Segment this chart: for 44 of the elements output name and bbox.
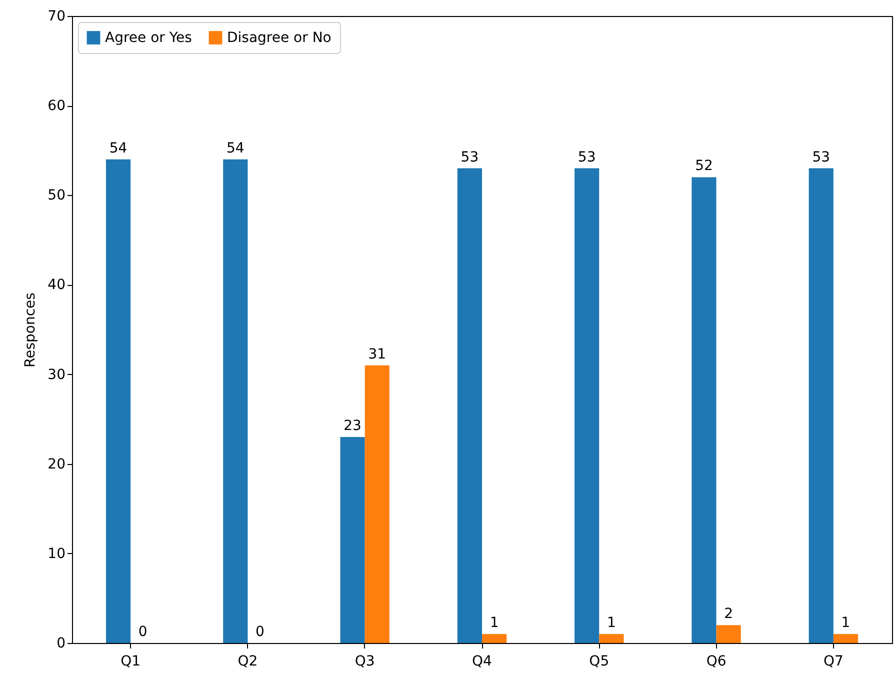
data-label: 1 xyxy=(490,615,499,632)
x-tick-label: Q3 xyxy=(354,654,375,670)
bar xyxy=(692,177,716,643)
legend-label: Disagree or No xyxy=(227,30,332,46)
x-tick-label: Q7 xyxy=(823,654,844,670)
y-tick-label: 10 xyxy=(48,546,66,562)
legend-label: Agree or Yes xyxy=(105,30,192,46)
data-label: 2 xyxy=(724,606,734,622)
bar xyxy=(223,159,248,643)
data-label: 31 xyxy=(368,346,386,362)
y-tick-label: 50 xyxy=(48,188,66,204)
data-label: 1 xyxy=(606,615,616,632)
bar xyxy=(833,634,858,643)
data-label: 52 xyxy=(695,158,713,174)
bar xyxy=(808,168,834,643)
data-label: 53 xyxy=(460,149,479,166)
bar xyxy=(599,634,624,643)
data-label: 53 xyxy=(812,149,830,166)
y-axis-title: Responces xyxy=(22,292,39,368)
bar xyxy=(482,634,507,643)
bar xyxy=(106,159,131,643)
y-tick-label: 40 xyxy=(48,277,66,294)
x-tick-label: Q4 xyxy=(472,654,492,670)
bar xyxy=(716,625,741,643)
x-tick-label: Q5 xyxy=(589,654,610,670)
y-tick-label: 30 xyxy=(48,366,66,383)
data-label: 0 xyxy=(256,624,264,640)
bar xyxy=(340,436,365,643)
y-tick-label: 20 xyxy=(48,456,66,472)
bar xyxy=(574,168,600,643)
data-label: 23 xyxy=(344,418,362,434)
data-label: 54 xyxy=(109,140,128,156)
y-tick-label: 60 xyxy=(48,98,66,114)
bar xyxy=(457,168,482,643)
x-tick-label: Q6 xyxy=(706,654,726,670)
data-label: 0 xyxy=(138,624,148,640)
data-label: 53 xyxy=(578,149,596,166)
y-tick-label: 70 xyxy=(48,8,66,24)
x-tick-label: Q2 xyxy=(238,654,258,670)
x-tick-label: Q1 xyxy=(120,654,141,670)
data-label: 54 xyxy=(226,140,244,156)
y-tick-label: 0 xyxy=(56,636,66,652)
bar xyxy=(364,365,390,643)
data-label: 1 xyxy=(841,615,850,632)
